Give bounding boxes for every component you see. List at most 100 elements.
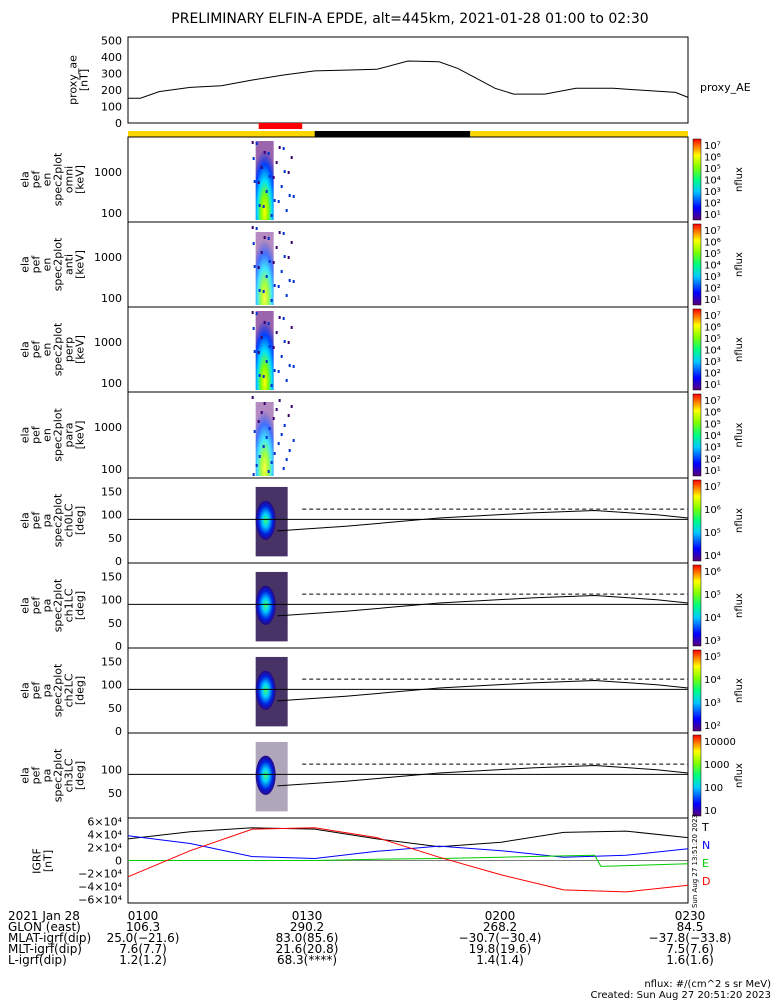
colorbar-tick-label: 10⁴ — [704, 551, 721, 562]
spectrogram-speck — [251, 141, 254, 144]
units-note: nflux: #/(cm^2 s sr MeV) — [644, 979, 771, 990]
spectrogram-speck — [270, 384, 273, 387]
colorbar-tick-label: 10 — [704, 806, 717, 817]
spectrogram-speck — [283, 424, 286, 427]
spectrogram-y-tick: 100 — [101, 463, 122, 476]
spectrogram-speck — [282, 232, 285, 235]
footer-row-label: 2021 Jan 28 — [8, 909, 80, 923]
colorbar-tick-label: 10⁵ — [704, 249, 721, 260]
spectrogram-speck — [251, 226, 254, 229]
created-stamp: Created: Sun Aug 27 20:51:20 2023 — [591, 990, 771, 1000]
spectrogram-flux-region — [255, 402, 274, 476]
spectrogram-speck — [267, 237, 270, 240]
spectrogram-speck — [270, 461, 273, 464]
spectrogram-speck — [285, 458, 288, 461]
proxy-ae-y-tick: 0 — [115, 117, 122, 130]
y-axis-label-line: ela — [19, 597, 32, 614]
colorbar-tick-label: 10³ — [704, 636, 721, 647]
colorbar-tick-label: 10³ — [704, 698, 721, 709]
spectrogram-y-tick: 100 — [101, 207, 122, 220]
colorbar-label-group: nflux — [734, 678, 745, 703]
spectrogram-speck — [272, 176, 275, 179]
y-axis-label-line: spec2plot — [52, 493, 65, 547]
spectrogram-speck — [260, 166, 263, 169]
colorbar-tick-label: 10³ — [704, 357, 721, 368]
y-axis-label-line: [deg] — [74, 761, 87, 790]
y-axis-label-line: para — [63, 423, 76, 448]
colorbar-label-group: nflux — [734, 252, 745, 277]
igrf-y-tick: 0 — [115, 855, 122, 868]
y-axis-label-line: spec2plot — [52, 322, 65, 376]
footer-row-value: 106.3 — [126, 920, 160, 934]
spectrogram-speck — [272, 417, 275, 420]
spectrogram-speck — [277, 442, 280, 445]
spectrogram-speck — [280, 270, 283, 273]
science-zone-bar — [258, 123, 303, 129]
spectrogram-speck — [260, 411, 263, 414]
pitch-angle-colorbar — [692, 649, 702, 732]
spectrogram-speck — [262, 205, 265, 208]
footer-row-value: −37.8(−33.8) — [649, 931, 732, 945]
spectrogram-speck — [283, 170, 286, 173]
footer-row-label: GLON (east) — [8, 920, 81, 934]
spectrogram-speck — [270, 299, 273, 302]
y-axis-label-line: ela — [19, 256, 32, 273]
spectrogram-speck — [292, 439, 295, 442]
y-axis-label-line: spec2plot — [52, 237, 65, 291]
igrf-side-stamp: Sun Aug 27 13:51:20 2023 — [691, 814, 699, 908]
y-axis-label-line: pa — [41, 514, 54, 528]
footer-row-value: 68.3(****) — [277, 953, 337, 967]
spectrogram-colorbar — [692, 223, 702, 306]
spectrogram-speck — [280, 433, 283, 436]
spectrogram-speck — [292, 365, 295, 368]
pitch-angle-y-tick: 0 — [115, 555, 122, 568]
igrf-trace-E — [128, 854, 689, 867]
y-axis-label-line: pa — [41, 684, 54, 698]
colorbar-label: nflux — [734, 252, 745, 277]
y-axis-label-line: pef — [30, 255, 43, 274]
y-axis-label-line: [keV] — [74, 421, 87, 450]
spectrogram-speck — [272, 261, 275, 264]
spectrogram-speck — [277, 370, 280, 373]
igrf-y-tick: −6×10⁴ — [78, 894, 122, 907]
footer-row-value: 0130 — [292, 909, 323, 923]
colorbar-tick-label: 10² — [704, 454, 721, 465]
spectrogram-speck — [255, 142, 258, 145]
colorbar-tick-label: 10² — [704, 199, 721, 210]
colorbar-tick-label: 10² — [704, 369, 721, 380]
spectrogram-speck — [287, 341, 290, 344]
y-axis-label-line: [deg] — [74, 591, 87, 620]
spectrogram-speck — [263, 402, 266, 405]
y-axis-label-line: pef — [30, 511, 43, 530]
loss-cone-line — [277, 764, 689, 787]
spectrogram-speck — [267, 322, 270, 325]
spectrogram-speck — [251, 311, 254, 314]
spectrogram-frame — [127, 306, 689, 393]
spectrogram-speck — [285, 294, 288, 297]
y-axis-label-line: IGRF — [31, 848, 44, 874]
spectrogram-speck — [292, 195, 295, 198]
spectrogram-speck — [262, 445, 265, 448]
colorbar-label-group: nflux — [734, 763, 745, 788]
spectrogram-speck — [268, 427, 271, 430]
colorbar-label-group: nflux — [734, 508, 745, 533]
igrf-y-label: IGRF[nT] — [31, 848, 55, 874]
colorbar-label-group: nflux — [734, 422, 745, 447]
proxy-ae-line — [128, 60, 689, 99]
spectrogram-speck — [282, 147, 285, 150]
colorbar-tick-label: 10⁴ — [704, 261, 721, 272]
colorbar-tick-label: 10¹ — [704, 380, 721, 391]
loss-cone-line — [277, 679, 689, 702]
igrf-side-stamp-group: Sun Aug 27 13:51:20 2023 — [691, 814, 699, 908]
colorbar-tick-label: 10⁷ — [704, 482, 721, 493]
footer-row-value: 268.2 — [483, 920, 517, 934]
spectrogram-y-tick: 1000 — [94, 251, 122, 264]
spectrogram-speck — [253, 265, 256, 268]
colorbar-label: nflux — [734, 337, 745, 362]
proxy-ae-frame — [127, 36, 689, 124]
pitch-angle-y-tick: 50 — [108, 702, 122, 715]
spectrogram-speck — [277, 285, 280, 288]
colorbar-tick-label: 10⁶ — [704, 153, 721, 164]
